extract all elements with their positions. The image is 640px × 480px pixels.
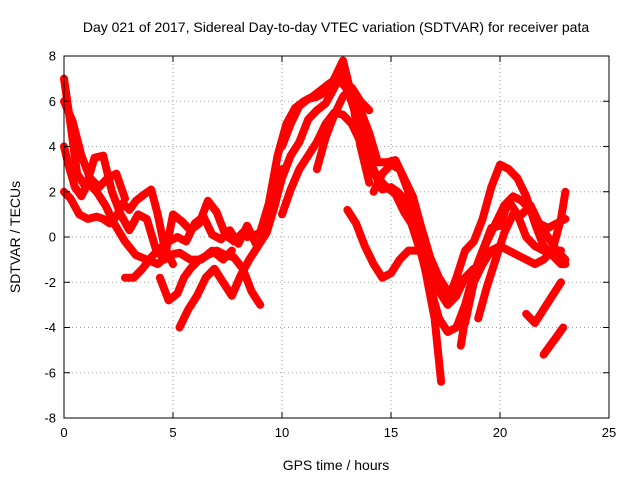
series-track-11 — [312, 83, 374, 174]
series-layer — [60, 56, 570, 386]
series-track-4 — [60, 97, 129, 203]
x-tick-label: 5 — [169, 425, 176, 440]
series-track-3 — [60, 185, 177, 269]
y-tick-label: -4 — [44, 320, 56, 335]
series-track-19 — [522, 278, 565, 327]
y-tick-label: 6 — [49, 94, 56, 109]
x-axis-label: GPS time / hours — [283, 457, 390, 473]
x-tick-label: 15 — [384, 425, 398, 440]
series-track-20 — [539, 323, 568, 359]
y-tick-label: -6 — [44, 365, 56, 380]
series-track-9 — [278, 108, 470, 309]
series-track-17 — [461, 187, 570, 327]
x-tick-label: 20 — [493, 425, 507, 440]
y-tick-label: 8 — [49, 49, 56, 64]
y-tick-label: -2 — [44, 275, 56, 290]
y-tick-label: -8 — [44, 411, 56, 426]
x-tick-label: 25 — [602, 425, 616, 440]
axis-ticks: 0 5 10 15 20 25 -8 -6 -4 -2 0 2 4 6 8 — [44, 49, 616, 441]
y-axis-label: SDTVAR / TECUs — [7, 181, 23, 293]
y-tick-label: 0 — [49, 230, 56, 245]
y-tick-label: 2 — [49, 184, 56, 199]
chart-title: Day 021 of 2017, Sidereal Day-to-day VTE… — [83, 19, 590, 35]
series-track-12 — [343, 205, 422, 282]
series-track-18 — [474, 201, 570, 323]
series-track-8 — [243, 65, 478, 296]
x-tick-label: 0 — [60, 425, 67, 440]
series-track-5 — [121, 212, 260, 282]
y-tick-label: 4 — [49, 139, 56, 154]
x-tick-label: 10 — [275, 425, 289, 440]
series-track-10 — [278, 56, 374, 187]
